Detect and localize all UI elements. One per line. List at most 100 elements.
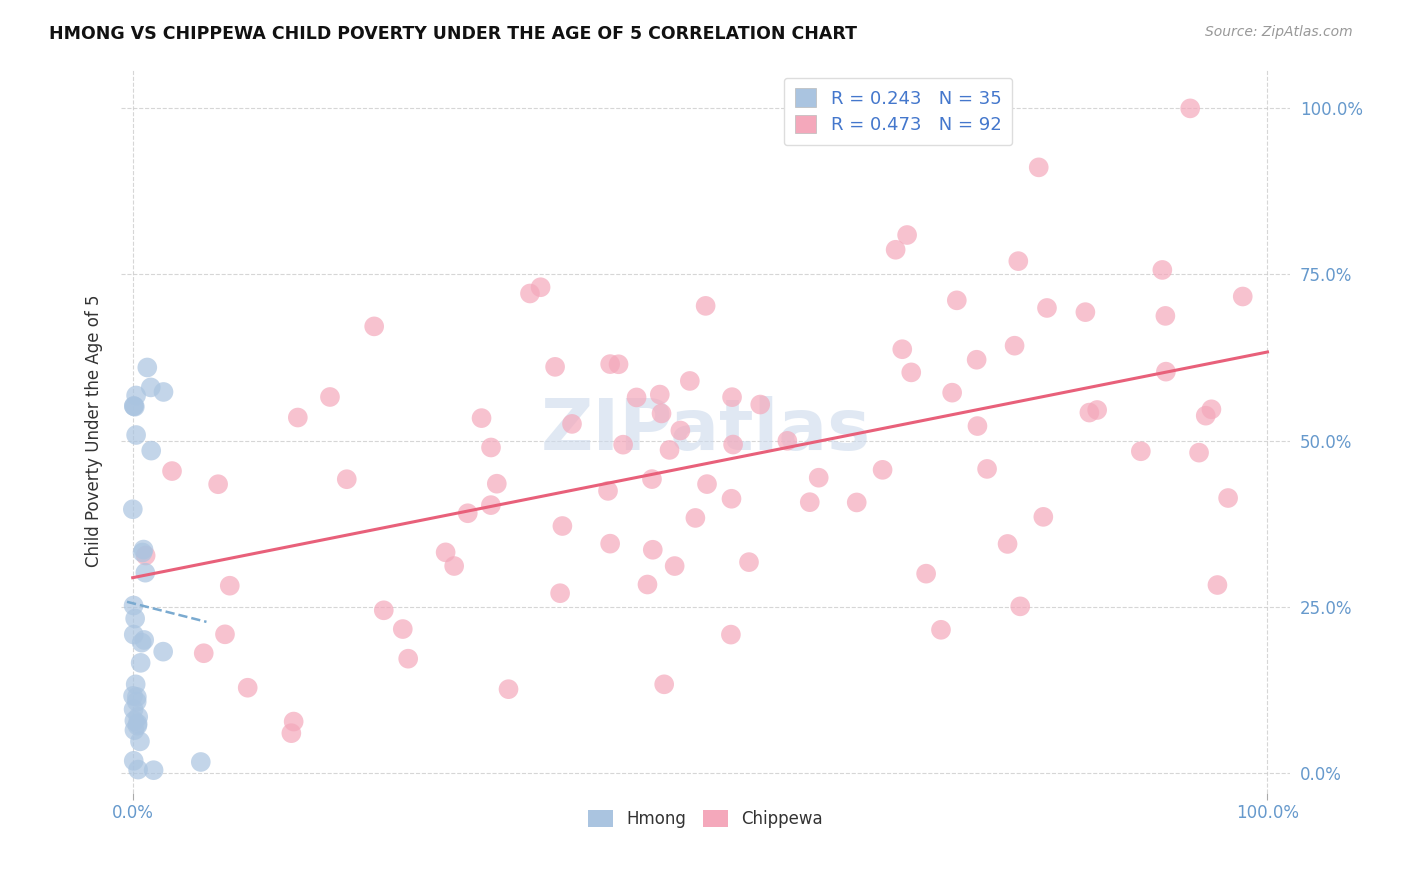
Point [131,635,153,649]
Point [1195,409,1218,423]
Point [363,319,385,334]
Point [1010,599,1032,614]
Point [142,763,165,777]
Point [695,299,717,313]
Point [1201,402,1223,417]
Text: HMONG VS CHIPPEWA CHILD POVERTY UNDER THE AGE OF 5 CORRELATION CHART: HMONG VS CHIPPEWA CHILD POVERTY UNDER TH… [49,25,858,43]
Point [125,677,148,691]
Point [685,511,707,525]
Point [124,723,146,738]
Point [1216,491,1239,505]
Point [599,536,621,550]
Point [720,627,742,641]
Point [121,502,143,516]
Point [122,599,145,613]
Point [1152,263,1174,277]
Point [1007,254,1029,268]
Point [122,627,145,641]
Point [1178,102,1201,116]
Point [519,286,541,301]
Point [218,579,240,593]
Point [391,622,413,636]
Point [336,472,359,486]
Point [641,472,664,486]
Point [626,391,648,405]
Point [776,434,799,448]
Point [720,491,742,506]
Point [134,566,156,580]
Point [129,734,152,748]
Point [1206,578,1229,592]
Point [160,464,183,478]
Point [641,542,664,557]
Point [124,714,146,728]
Point [966,352,988,367]
Point [283,714,305,729]
Point [529,280,551,294]
Point [434,545,457,559]
Point [872,463,894,477]
Point [651,406,673,420]
Point [131,545,153,559]
Point [941,385,963,400]
Point [551,519,574,533]
Point [1004,339,1026,353]
Point [485,476,508,491]
Point [599,357,621,371]
Point [607,357,630,371]
Legend: Hmong, Chippewa: Hmong, Chippewa [582,804,830,835]
Point [658,442,681,457]
Point [946,293,969,308]
Point [125,695,148,709]
Point [125,388,148,402]
Point [134,632,156,647]
Point [190,755,212,769]
Point [127,763,149,777]
Point [738,555,761,569]
Point [929,623,952,637]
Point [1188,445,1211,459]
Point [127,716,149,731]
Y-axis label: Child Poverty Under the Age of 5: Child Poverty Under the Age of 5 [86,294,103,566]
Point [214,627,236,641]
Point [915,566,938,581]
Point [612,438,634,452]
Point [152,384,174,399]
Point [280,726,302,740]
Point [1074,305,1097,319]
Point [319,390,342,404]
Point [122,689,145,703]
Point [884,243,907,257]
Point [498,682,520,697]
Point [236,681,259,695]
Point [721,437,744,451]
Point [548,586,571,600]
Point [139,380,162,394]
Point [721,390,744,404]
Point [1085,403,1108,417]
Point [122,754,145,768]
Point [125,428,148,442]
Point [679,374,702,388]
Point [896,227,918,242]
Point [457,506,479,520]
Point [132,542,155,557]
Point [1078,406,1101,420]
Point [664,559,686,574]
Point [124,611,146,625]
Point [544,359,567,374]
Point [807,471,830,485]
Point [122,399,145,413]
Point [1154,309,1177,323]
Point [997,537,1019,551]
Point [1129,444,1152,458]
Point [669,424,692,438]
Point [129,656,152,670]
Point [479,441,502,455]
Point [470,411,492,425]
Point [891,343,914,357]
Point [799,495,821,509]
Point [966,419,988,434]
Point [122,702,145,716]
Point [845,495,868,509]
